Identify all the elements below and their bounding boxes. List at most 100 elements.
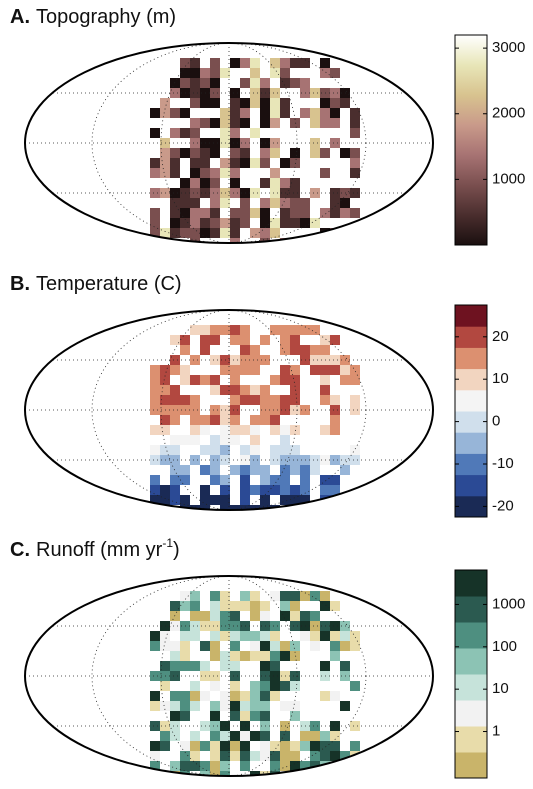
- colorbar-tick-label: 10: [492, 680, 509, 697]
- map-cell: [210, 751, 220, 761]
- map-cell: [270, 148, 280, 158]
- map-cell: [330, 741, 340, 751]
- map-cell: [320, 238, 330, 243]
- map-cell: [230, 385, 240, 395]
- map-cell: [340, 365, 350, 375]
- map-cell: [200, 325, 210, 335]
- map-cell: [270, 198, 280, 208]
- map-cell: [240, 158, 250, 168]
- map-cell: [290, 465, 300, 475]
- map-cell: [230, 691, 240, 701]
- map-cell: [340, 228, 350, 238]
- map-cell: [230, 611, 240, 621]
- map-cell: [340, 505, 350, 510]
- map-cell: [190, 238, 200, 243]
- map-cell: [180, 761, 190, 771]
- map-cell: [350, 238, 360, 243]
- map-cell: [170, 385, 180, 395]
- map-cell: [240, 465, 250, 475]
- map-cell: [280, 198, 290, 208]
- colorbar-tick-label: 3000: [492, 39, 525, 56]
- map-cell: [310, 325, 320, 335]
- panel-title-text: Topography (m): [36, 6, 176, 28]
- map-cell: [210, 741, 220, 751]
- map-cell: [250, 188, 260, 198]
- map-cell: [220, 325, 230, 335]
- map-cell: [310, 238, 320, 243]
- map-cell: [150, 128, 160, 138]
- map-cell: [200, 208, 210, 218]
- map-cell: [240, 58, 250, 68]
- map-cell: [160, 731, 170, 741]
- map-cell: [340, 98, 350, 108]
- map-cell: [220, 751, 230, 761]
- map-cell: [270, 138, 280, 148]
- map-cell: [240, 761, 250, 771]
- map-cell: [260, 631, 270, 641]
- map-cell: [330, 208, 340, 218]
- map-cell: [290, 375, 300, 385]
- map: [25, 310, 433, 510]
- map-cell: [330, 188, 340, 198]
- map-cell: [350, 445, 360, 455]
- map-cell: [330, 138, 340, 148]
- map-cell: [290, 405, 300, 415]
- map-cell: [330, 601, 340, 611]
- map-cell: [270, 651, 280, 661]
- map-cell: [310, 88, 320, 98]
- map-cell: [230, 415, 240, 425]
- map-cell: [220, 108, 230, 118]
- map-cell: [150, 495, 160, 505]
- map-cell: [280, 751, 290, 761]
- map-cell: [270, 98, 280, 108]
- colorbar-tick-label: 20: [492, 328, 509, 345]
- map-cell: [220, 198, 230, 208]
- map-cell: [330, 198, 340, 208]
- map-cell: [190, 741, 200, 751]
- map-cell: [200, 345, 210, 355]
- map-cell: [170, 78, 180, 88]
- map-cell: [340, 198, 350, 208]
- map-cell: [170, 691, 180, 701]
- map-cell: [320, 58, 330, 68]
- map-cell: [180, 691, 190, 701]
- map-cell: [180, 661, 190, 671]
- map-cell: [260, 601, 270, 611]
- map-cell: [190, 198, 200, 208]
- map-cell: [240, 118, 250, 128]
- map-cell: [190, 68, 200, 78]
- map-cell: [240, 601, 250, 611]
- map-cell: [260, 208, 270, 218]
- map-cell: [290, 238, 300, 243]
- map-cell: [170, 445, 180, 455]
- map-cell: [160, 385, 170, 395]
- map-cell: [160, 108, 170, 118]
- map-cell: [190, 375, 200, 385]
- map-cell: [190, 188, 200, 198]
- map-cell: [240, 108, 250, 118]
- map-cell: [320, 425, 330, 435]
- map-cell: [150, 631, 160, 641]
- map-cell: [320, 591, 330, 601]
- map-cell: [180, 128, 190, 138]
- map-cell: [220, 228, 230, 238]
- map-cell: [220, 601, 230, 611]
- map-cell: [250, 711, 260, 721]
- map-cell: [250, 751, 260, 761]
- colorbar-band: [455, 622, 487, 649]
- panel-title-end: ): [173, 539, 180, 561]
- map-cell: [230, 355, 240, 365]
- map-cell: [250, 148, 260, 158]
- map-cell: [180, 218, 190, 228]
- map-cell: [330, 771, 340, 776]
- map-cell: [290, 495, 300, 505]
- map-cell: [210, 118, 220, 128]
- map-cell: [250, 455, 260, 465]
- map-cell: [180, 148, 190, 158]
- map-cell: [190, 731, 200, 741]
- map-cell: [160, 365, 170, 375]
- map-cell: [180, 495, 190, 505]
- map-cell: [330, 621, 340, 631]
- map-cell: [230, 128, 240, 138]
- map-cell: [190, 355, 200, 365]
